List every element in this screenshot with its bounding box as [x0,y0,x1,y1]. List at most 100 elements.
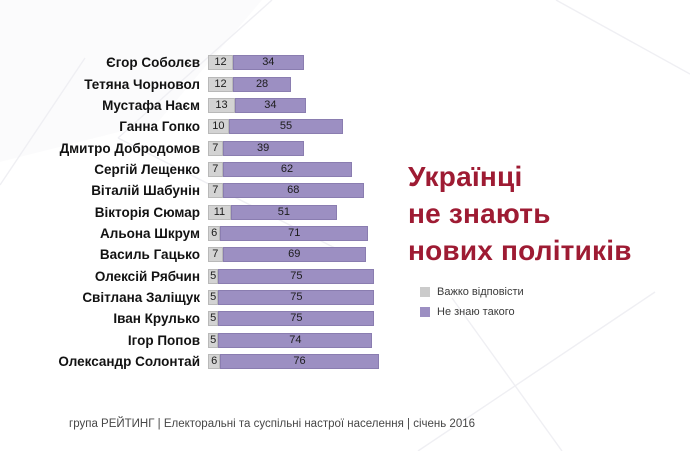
bar-segment-dont-know: 39 [222,140,304,156]
bar-segment-dont-know: 62 [222,161,352,177]
chart-legend: Важко відповісти Не знаю такого [420,282,524,322]
category-label: Дмитро Добродомов [59,140,200,156]
bar-track: 12 34 [208,55,304,71]
bar-segment-hard-to-answer: 5 [208,311,219,327]
bar-segment-hard-to-answer: 7 [208,183,223,199]
bar-segment-hard-to-answer: 5 [208,289,219,305]
bar-value-label: 11 [213,205,226,218]
bar-value-label: 75 [290,290,303,303]
bar-segment-hard-to-answer: 5 [208,268,219,284]
bar-value-label: 75 [290,312,303,325]
bar-value-label: 7 [212,141,219,154]
bar-segment-hard-to-answer: 12 [208,55,233,71]
chart-row: Олександр Солонтай 6 76 [0,351,379,372]
bar-segment-dont-know: 71 [220,225,369,241]
bar-segment-hard-to-answer: 13 [208,97,236,113]
bar-value-label: 62 [280,162,294,175]
chart-row: Мустафа Наєм 13 34 [0,95,379,116]
bar-value-label: 5 [210,333,217,346]
bar-value-label: 7 [212,184,219,197]
bar-value-label: 69 [288,248,301,261]
bar-value-label: 5 [210,269,217,282]
category-label: Олександр Солонтай [58,353,200,369]
bar-segment-dont-know: 75 [218,311,375,327]
bar-value-label: 6 [211,354,218,367]
bar-track: 5 74 [208,332,373,348]
bar-segment-dont-know: 28 [232,76,292,92]
bar-segment-dont-know: 75 [218,268,375,284]
bar-segment-dont-know: 75 [218,289,375,305]
bar-track: 5 75 [208,311,375,327]
chart-row: Альона Шкрум 6 71 [0,223,379,244]
bar-segment-dont-know: 51 [230,204,337,220]
chart-row: Віталій Шабунін 7 68 [0,180,379,201]
category-label: Тетяна Чорновол [84,76,200,92]
bar-value-label: 7 [212,162,219,175]
bar-chart: Єгор Соболєв 12 34 Тетяна Чорновол 12 28 Муста… [0,52,379,372]
chart-row: Сергій Лещенко 7 62 [0,159,379,180]
bar-value-label: 34 [262,56,275,69]
bar-value-label: 71 [288,226,301,239]
bar-segment-hard-to-answer: 7 [208,247,223,263]
legend-swatch-purple-icon [420,307,430,317]
bar-segment-dont-know: 34 [232,55,304,71]
category-label: Єгор Соболєв [106,55,200,71]
bar-segment-hard-to-answer: 6 [208,353,221,369]
category-label: Василь Гацько [99,247,200,263]
category-label: Світлана Заліщук [82,289,200,305]
chart-row: Ганна Гопко 10 55 [0,116,379,137]
title-line-3: нових політиків [408,235,632,266]
chart-row: Василь Гацько 7 69 [0,244,379,265]
bar-value-label: 5 [210,290,217,303]
category-label: Сергій Лещенко [94,161,200,177]
chart-row: Олексій Рябчин 5 75 [0,265,379,286]
chart-row: Ігор Попов 5 74 [0,329,379,350]
bar-segment-hard-to-answer: 7 [208,161,223,177]
bar-track: 12 28 [208,76,292,92]
bar-value-label: 12 [214,77,227,90]
bar-track: 5 75 [208,289,375,305]
bar-segment-dont-know: 68 [222,183,364,199]
bar-segment-hard-to-answer: 11 [208,204,231,220]
legend-label: Важко відповісти [437,286,524,298]
chart-rows: Єгор Соболєв 12 34 Тетяна Чорновол 12 28 Муста… [0,52,379,372]
bar-value-label: 34 [264,98,277,111]
bar-value-label: 7 [212,248,219,261]
category-label: Іван Крулько [113,311,200,327]
bar-track: 11 51 [208,204,337,220]
bar-value-label: 39 [256,141,270,154]
bar-segment-hard-to-answer: 5 [208,332,219,348]
legend-swatch-gray-icon [420,287,430,297]
bar-track: 5 75 [208,268,375,284]
bar-segment-dont-know: 69 [222,247,367,263]
title-line-1: Українці [408,161,523,192]
legend-label: Не знаю такого [437,306,515,318]
category-label: Вікторія Сюмар [94,204,200,220]
bar-track: 6 76 [208,353,379,369]
bar-track: 7 39 [208,140,304,156]
legend-item-dont-know: Не знаю такого [420,302,524,322]
bar-segment-dont-know: 74 [218,332,373,348]
bar-segment-hard-to-answer: 10 [208,119,229,135]
bar-segment-hard-to-answer: 7 [208,140,223,156]
bar-value-label: 55 [279,120,293,133]
chart-row: Єгор Соболєв 12 34 [0,52,379,73]
chart-row: Дмитро Добродомов 7 39 [0,137,379,158]
category-label: Ганна Гопко [119,119,200,135]
bar-value-label: 74 [289,333,302,346]
bar-track: 7 69 [208,247,367,263]
bar-value-label: 28 [255,77,269,90]
bar-segment-dont-know: 76 [220,353,379,369]
bar-track: 7 62 [208,161,352,177]
bar-segment-dont-know: 34 [235,97,306,113]
category-label: Олексій Рябчин [94,268,200,284]
chart-row: Іван Крулько 5 75 [0,308,379,329]
bar-value-label: 75 [290,269,303,282]
category-label: Альона Шкрум [100,225,200,241]
category-label: Ігор Попов [127,332,200,348]
category-label: Віталій Шабунін [91,183,200,199]
bar-value-label: 10 [212,120,225,133]
bar-track: 6 71 [208,225,369,241]
